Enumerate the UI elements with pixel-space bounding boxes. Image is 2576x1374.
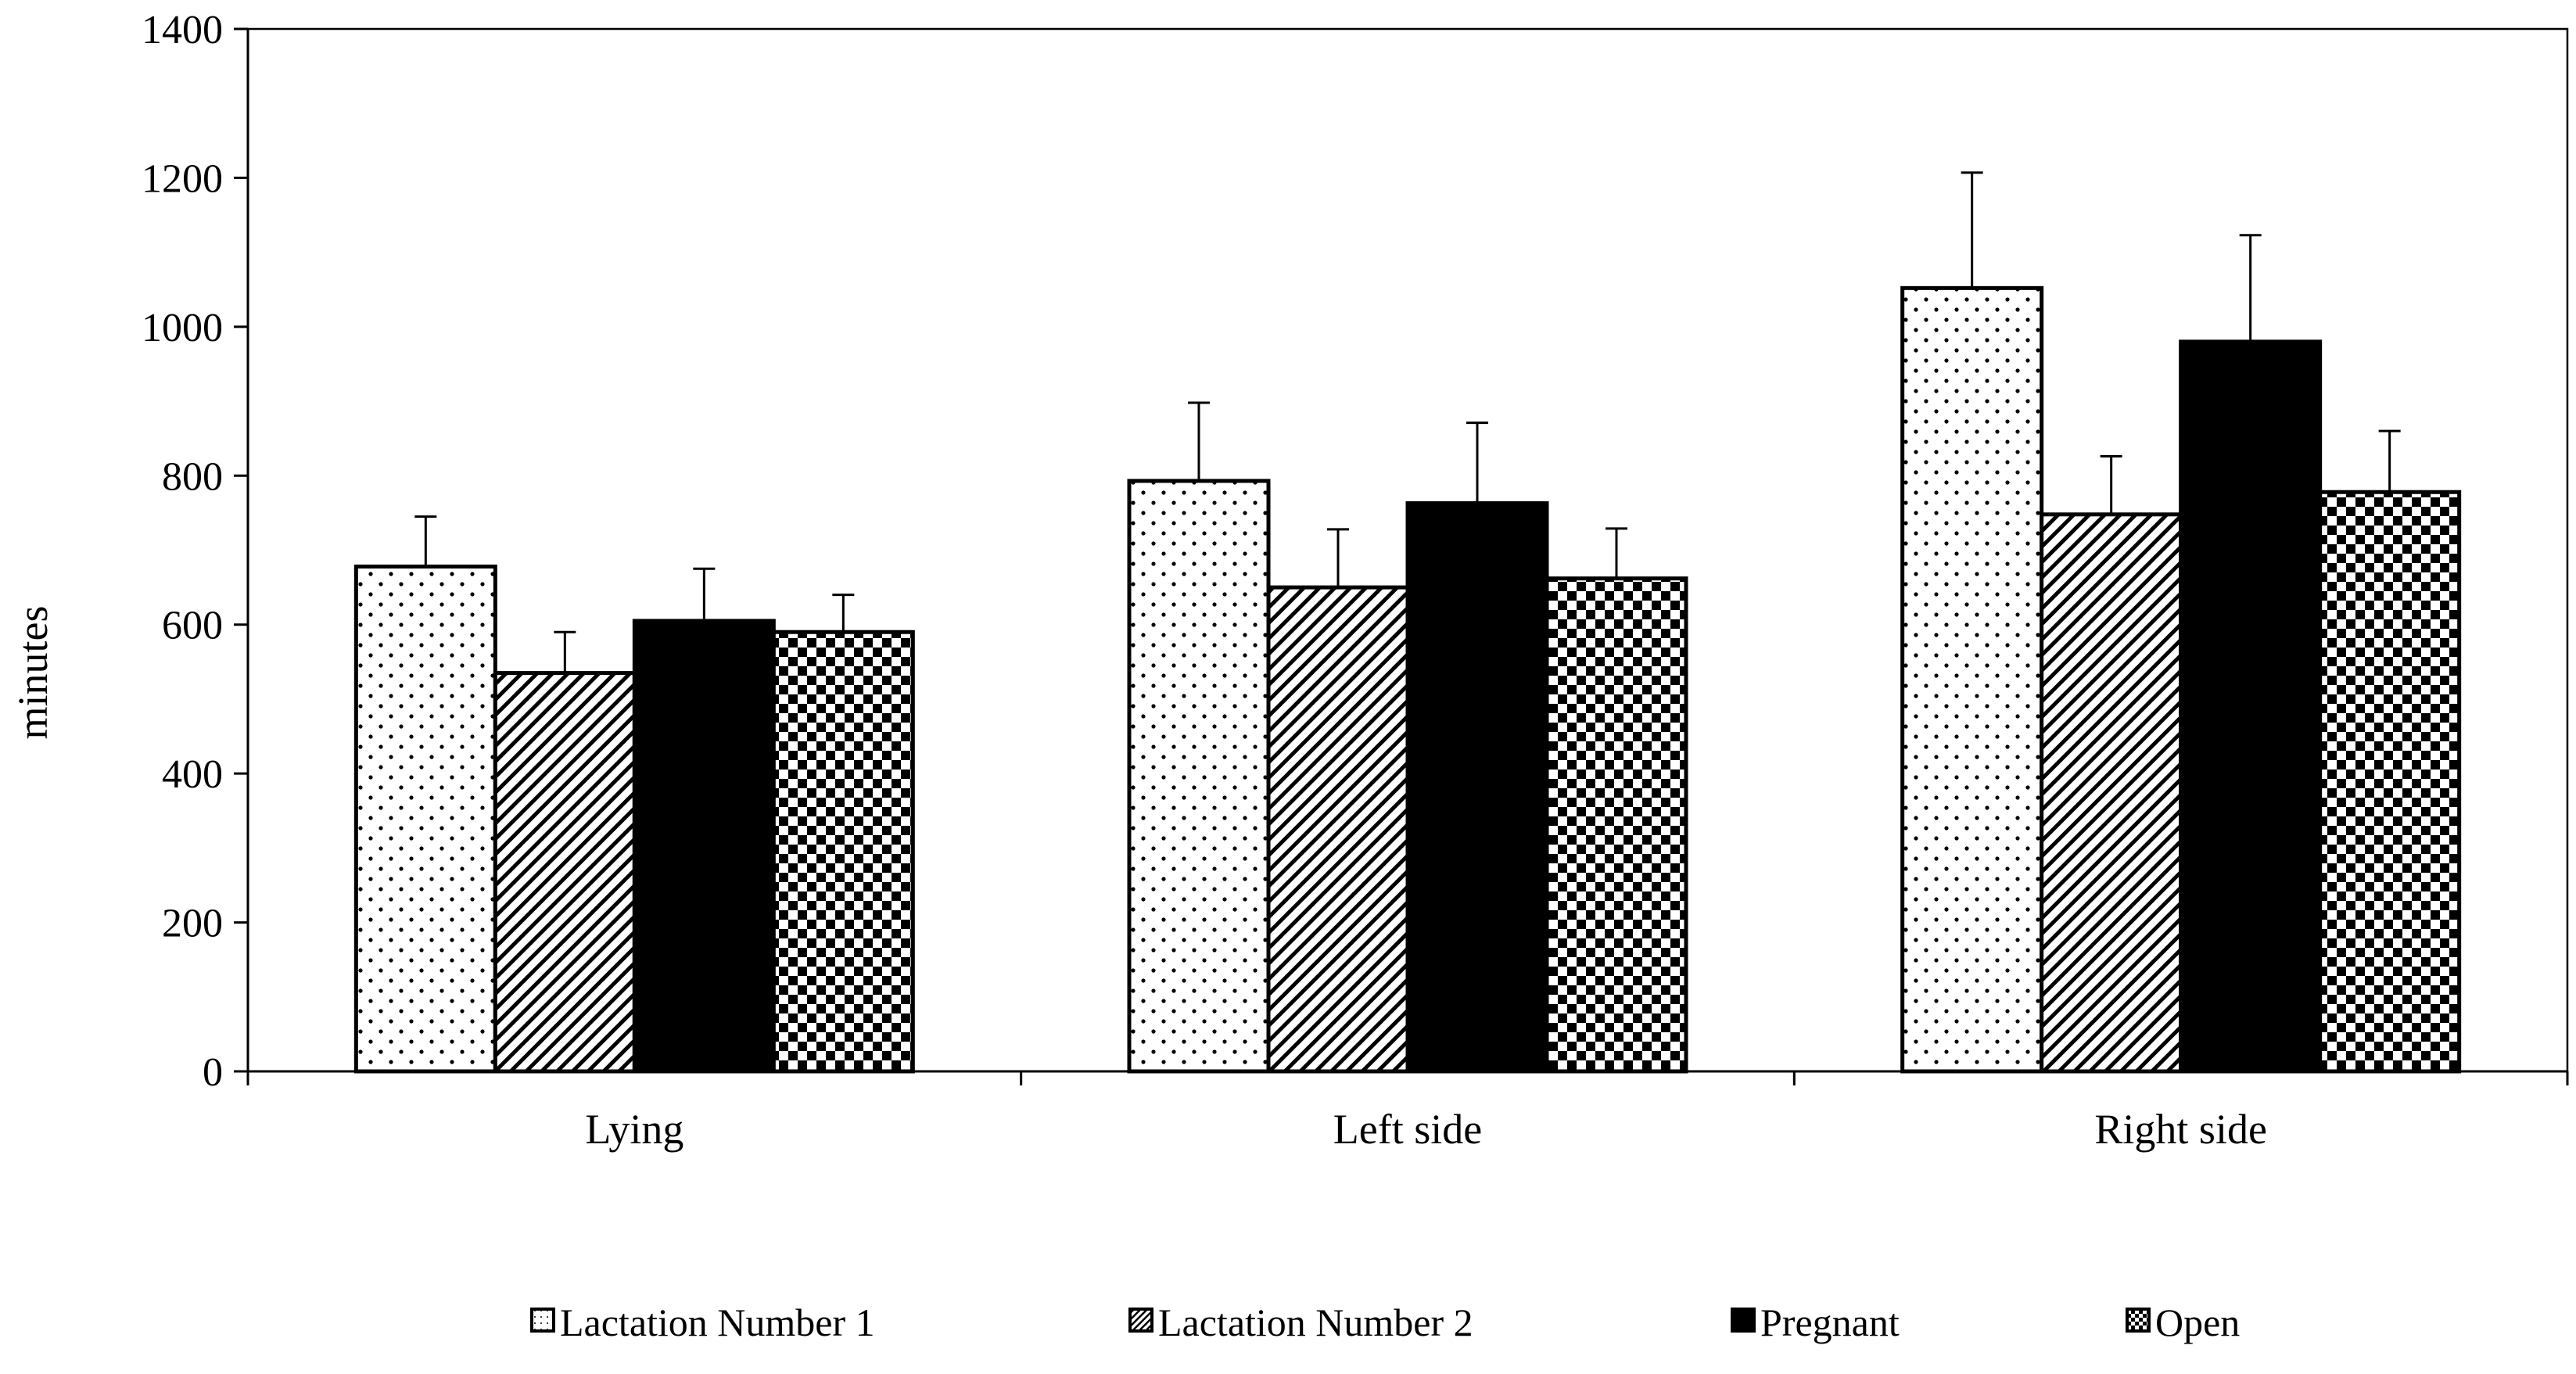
y-axis-label-group: minutes <box>9 606 56 740</box>
x-category-label: Lying <box>585 1106 683 1153</box>
bar-checker <box>2318 490 2462 1074</box>
bar-checker <box>1545 576 1688 1074</box>
bar-solid <box>1405 501 1549 1074</box>
legend-label: Lactation Number 2 <box>1158 1300 1473 1344</box>
bar-solid <box>2179 339 2323 1074</box>
legend-swatch <box>1128 1308 1153 1333</box>
bar-checker <box>771 630 915 1074</box>
x-category-label: Right side <box>2094 1106 2267 1153</box>
y-tick-label: 200 <box>162 902 223 946</box>
y-axis-label: minutes <box>9 606 56 740</box>
legend-label: Lactation Number 1 <box>560 1300 875 1344</box>
legend-swatch <box>2126 1308 2151 1333</box>
y-tick-label: 0 <box>203 1050 223 1095</box>
bar-diagonal-hatch <box>493 671 637 1074</box>
bar-dots <box>353 564 497 1074</box>
plot-area: 0 200 400 600 800 1000 1200 1400 Lying Left side R… <box>142 8 2569 1153</box>
bar-diagonal-hatch <box>1266 585 1410 1074</box>
y-tick-label: 1000 <box>142 306 223 350</box>
bar-dots <box>1127 479 1271 1074</box>
bar-dots <box>1900 285 2044 1074</box>
bar-diagonal-hatch <box>2040 512 2183 1074</box>
legend-label: Open <box>2155 1300 2240 1344</box>
legend: Lactation Number 1 Lactation Number 2 Preg… <box>530 1300 2240 1344</box>
y-tick-label: 1400 <box>142 8 223 52</box>
y-tick-label: 1200 <box>142 156 223 201</box>
legend-label: Pregnant <box>1760 1300 1900 1344</box>
x-category-label: Left side <box>1333 1106 1482 1153</box>
legend-swatch <box>530 1308 555 1333</box>
bar-solid <box>632 619 776 1074</box>
y-tick-label: 800 <box>162 454 223 499</box>
legend-swatch <box>1731 1308 1756 1333</box>
y-tick-label: 600 <box>162 604 223 648</box>
y-tick-label: 400 <box>162 752 223 797</box>
